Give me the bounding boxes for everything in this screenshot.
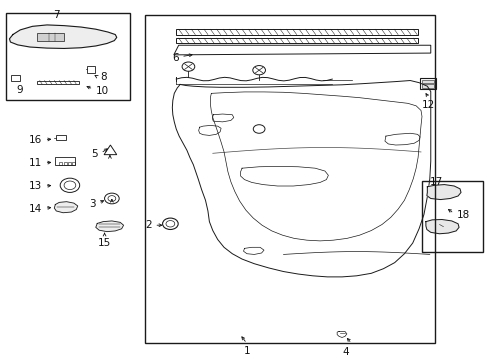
Text: 2: 2 — [145, 220, 152, 230]
Polygon shape — [9, 25, 117, 49]
Bar — [68, 162, 71, 165]
Bar — [63, 162, 66, 165]
Bar — [5, 13, 130, 100]
Bar — [421, 85, 433, 87]
Bar — [59, 162, 62, 165]
Text: 14: 14 — [29, 204, 42, 214]
Bar — [176, 29, 417, 35]
Text: 12: 12 — [421, 100, 434, 111]
Text: 11: 11 — [29, 158, 42, 168]
Bar — [87, 66, 95, 73]
Text: 6: 6 — [172, 53, 178, 63]
Text: 18: 18 — [456, 210, 469, 220]
Bar — [176, 38, 417, 44]
Bar — [55, 157, 75, 165]
Bar — [37, 81, 79, 84]
Text: 7: 7 — [53, 10, 60, 19]
Polygon shape — [425, 220, 458, 234]
Bar — [422, 181, 483, 252]
Text: 10: 10 — [96, 86, 109, 95]
Text: 5: 5 — [91, 149, 98, 159]
Text: 13: 13 — [29, 181, 42, 191]
Text: 8: 8 — [101, 72, 107, 82]
Polygon shape — [96, 221, 123, 231]
Polygon shape — [54, 202, 78, 213]
Text: 3: 3 — [89, 199, 96, 209]
Bar — [56, 135, 65, 140]
Bar — [419, 78, 435, 89]
Text: 9: 9 — [16, 85, 22, 95]
Polygon shape — [426, 185, 460, 199]
Text: 1: 1 — [243, 346, 250, 356]
Bar — [37, 33, 64, 41]
Text: 16: 16 — [29, 135, 42, 145]
Text: 4: 4 — [342, 347, 348, 357]
Bar — [421, 80, 433, 84]
Bar — [72, 162, 75, 165]
Text: 15: 15 — [98, 238, 111, 248]
Bar — [144, 15, 434, 343]
Text: 17: 17 — [428, 177, 442, 187]
Bar — [11, 75, 20, 81]
